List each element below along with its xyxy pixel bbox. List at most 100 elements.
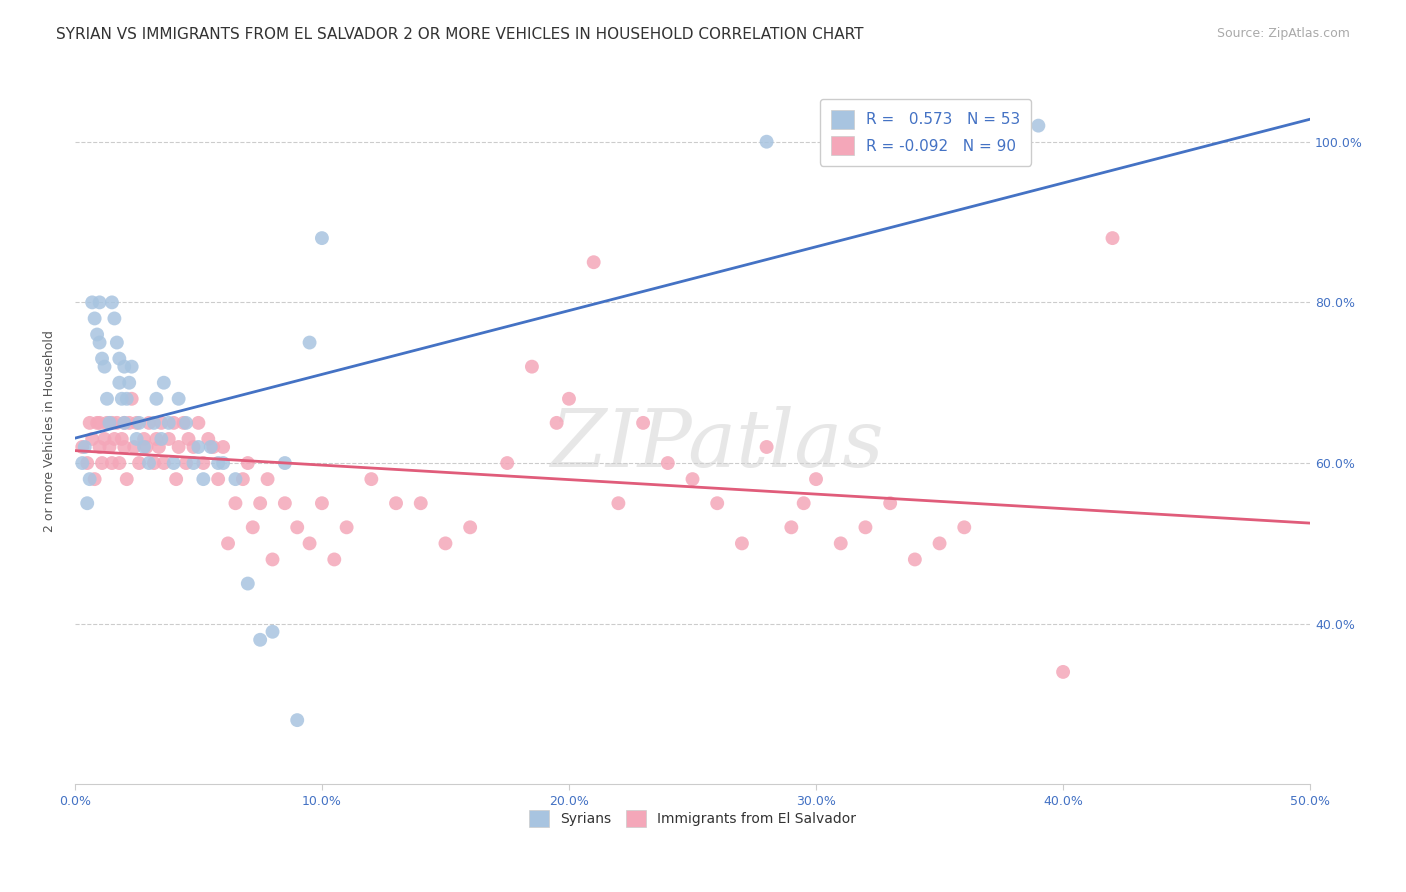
Point (197, 432, 219, 446)
Point (89, 335, 111, 350)
Point (91, 456, 114, 470)
Point (256, 472, 278, 486)
Point (157, 432, 180, 446)
Point (804, 472, 827, 486)
Point (1028, 119, 1050, 133)
Point (122, 440, 145, 454)
Point (193, 472, 215, 486)
Point (115, 472, 138, 486)
Point (1052, 665, 1074, 679)
Point (108, 456, 131, 470)
Point (157, 416, 180, 430)
Point (458, 520, 481, 534)
Point (98, 416, 121, 430)
Point (89, 295, 111, 310)
Point (236, 456, 259, 470)
Text: SYRIAN VS IMMIGRANTS FROM EL SALVADOR 2 OR MORE VEHICLES IN HOUSEHOLD CORRELATIO: SYRIAN VS IMMIGRANTS FROM EL SALVADOR 2 … (56, 27, 863, 42)
Point (177, 432, 200, 446)
Point (298, 335, 321, 350)
Point (125, 432, 148, 446)
Point (79, 472, 101, 486)
Point (217, 536, 239, 550)
Point (111, 392, 134, 406)
Point (262, 624, 284, 639)
Point (224, 496, 246, 510)
Point (105, 416, 128, 430)
Point (96, 416, 118, 430)
Point (496, 456, 519, 470)
Point (132, 440, 155, 454)
Point (360, 472, 382, 486)
Point (112, 416, 135, 430)
Point (582, 255, 605, 269)
Point (142, 416, 165, 430)
Point (111, 432, 134, 446)
Point (207, 456, 229, 470)
Point (153, 376, 176, 390)
Point (183, 456, 205, 470)
Point (101, 456, 124, 470)
Point (93, 359, 115, 374)
Point (125, 416, 148, 430)
Point (212, 456, 235, 470)
Point (953, 520, 976, 534)
Y-axis label: 2 or more Vehicles in Household: 2 or more Vehicles in Household (44, 330, 56, 532)
Point (607, 496, 630, 510)
Point (879, 496, 901, 510)
Point (249, 632, 271, 647)
Point (86, 416, 108, 430)
Point (236, 576, 259, 591)
Point (202, 440, 225, 454)
Point (83, 311, 105, 326)
Point (558, 392, 581, 406)
Point (150, 416, 173, 430)
Point (89, 440, 111, 454)
Point (132, 432, 155, 446)
Legend: Syrians, Immigrants from El Salvador: Syrians, Immigrants from El Salvador (522, 803, 863, 834)
Point (385, 496, 408, 510)
Point (82, 295, 104, 310)
Point (953, 135, 976, 149)
Point (83, 472, 105, 486)
Point (409, 496, 432, 510)
Point (138, 456, 160, 470)
Point (546, 416, 568, 430)
Point (242, 520, 264, 534)
Point (298, 536, 321, 550)
Point (115, 392, 138, 406)
Point (101, 295, 124, 310)
Point (73, 440, 96, 454)
Point (112, 359, 135, 374)
Point (76, 496, 98, 510)
Point (706, 496, 728, 510)
Point (249, 496, 271, 510)
Point (105, 335, 128, 350)
Point (72, 456, 94, 470)
Point (262, 552, 284, 566)
Point (101, 416, 124, 430)
Point (224, 472, 246, 486)
Point (135, 440, 157, 454)
Point (118, 416, 141, 430)
Point (193, 456, 215, 470)
Point (76, 456, 98, 470)
Point (79, 416, 101, 430)
Point (682, 472, 704, 486)
Point (855, 520, 877, 534)
Point (163, 456, 186, 470)
Point (631, 416, 654, 430)
Point (755, 135, 778, 149)
Point (121, 392, 143, 406)
Point (138, 416, 160, 430)
Point (285, 520, 308, 534)
Point (311, 496, 333, 510)
Point (285, 713, 308, 727)
Point (121, 359, 143, 374)
Point (167, 392, 190, 406)
Point (657, 456, 679, 470)
Point (150, 432, 173, 446)
Point (232, 472, 254, 486)
Point (82, 432, 104, 446)
Point (323, 552, 346, 566)
Point (163, 416, 186, 430)
